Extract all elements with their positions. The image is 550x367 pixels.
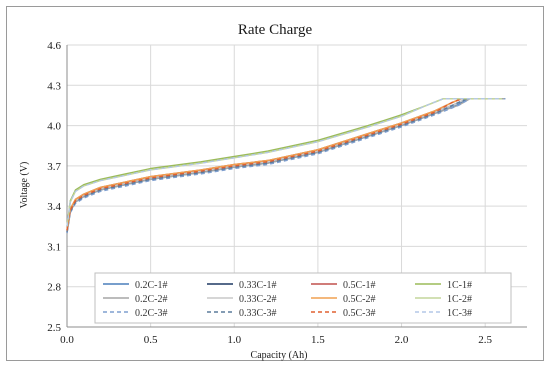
- chart-title: Rate Charge: [238, 22, 313, 38]
- legend-box: [94, 272, 512, 324]
- series-line-0.5C-1#: [66, 97, 499, 231]
- legend-label: 0.2C-3#: [135, 308, 168, 319]
- y-tick-label: 3.1: [47, 241, 61, 253]
- series-line-0.5C-2#: [66, 97, 499, 231]
- legend: 0.2C-1# 0.2C-2# 0.2C-3# 0.33C-1# 0.33C-2# 0.3…: [94, 272, 512, 324]
- x-tick-label: 1.5: [311, 334, 325, 346]
- legend-label: 0.2C-2#: [135, 294, 168, 305]
- y-tick-label: 2.5: [47, 322, 61, 334]
- x-axis-title: Capacity (Ah): [251, 350, 308, 361]
- legend-label: 1C-2#: [447, 294, 472, 305]
- y-axis-title: Voltage (V): [19, 162, 30, 209]
- y-tick-label: 3.7: [47, 161, 61, 173]
- legend-label: 1C-1#: [447, 280, 472, 291]
- y-tick-label: 4.6: [47, 40, 61, 52]
- series-line-1C-1#: [66, 97, 502, 227]
- legend-label: 0.5C-3#: [343, 308, 376, 319]
- y-tick-label: 4.0: [47, 121, 61, 133]
- y-tick-label: 4.3: [47, 80, 61, 92]
- series-line-0.33C-1#: [66, 97, 502, 232]
- series-line-1C-2#: [66, 97, 502, 227]
- rate-charge-chart: 2.5 2.8 3.1 3.4 3.7 4.0 4.3 4.6 0.0 0.5 1.0 1.5 2.0 2…: [19, 22, 527, 361]
- series-line-0.33C-3#: [66, 97, 502, 232]
- series-line-0.33C-2#: [66, 97, 502, 232]
- legend-label: 0.33C-1#: [239, 280, 277, 291]
- axis-layer: 2.5 2.8 3.1 3.4 3.7 4.0 4.3 4.6 0.0 0.5 1.0 1.5 2.0 2…: [47, 40, 527, 346]
- chart-frame: 2.5 2.8 3.1 3.4 3.7 4.0 4.3 4.6 0.0 0.5 1.0 1.5 2.0 2…: [6, 6, 544, 361]
- x-tick-label: 0.5: [144, 334, 158, 346]
- legend-label: 0.5C-2#: [343, 294, 376, 305]
- series-line-0.2C-3#: [66, 97, 506, 234]
- legend-label: 1C-3#: [447, 308, 472, 319]
- y-tick-label: 2.8: [47, 282, 61, 294]
- legend-label: 0.33C-3#: [239, 308, 277, 319]
- series-line-0.5C-3#: [66, 97, 499, 231]
- x-tick-label: 0.0: [60, 334, 74, 346]
- x-tick-label: 1.0: [227, 334, 241, 346]
- legend-label: 0.33C-2#: [239, 294, 277, 305]
- series-line-1C-3#: [66, 97, 502, 227]
- y-tick-label: 3.4: [47, 201, 61, 213]
- legend-label: 0.2C-1#: [135, 280, 168, 291]
- legend-label: 0.5C-1#: [343, 280, 376, 291]
- x-tick-label: 2.5: [478, 334, 492, 346]
- series-layer: [66, 97, 506, 234]
- x-tick-label: 2.0: [395, 334, 409, 346]
